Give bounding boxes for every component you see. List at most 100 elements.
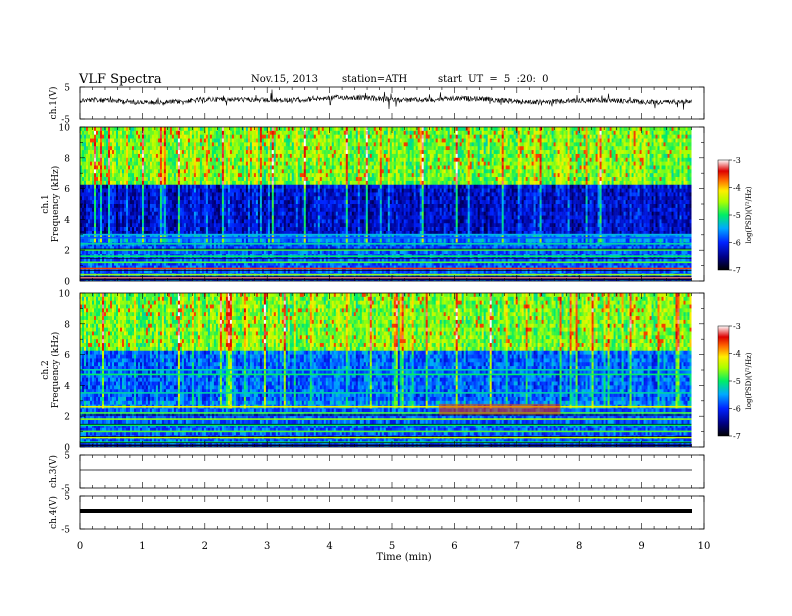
spectrogram-cell <box>140 180 143 186</box>
spectrogram-cell <box>409 153 412 159</box>
spectrogram-cell <box>487 142 490 147</box>
spectrogram-cell <box>457 157 460 162</box>
spectrogram-cell <box>90 184 93 189</box>
spectrogram-cell <box>599 138 602 143</box>
spectrogram-cell <box>341 157 345 162</box>
spectrogram-cell <box>663 173 666 178</box>
spectrogram-cell <box>251 127 255 132</box>
spectrogram-cell <box>539 157 542 162</box>
spectrogram-cell <box>114 180 117 186</box>
spectrogram-cell <box>495 138 498 143</box>
spectrogram-cell <box>185 153 189 159</box>
spectrogram-cell <box>201 173 205 178</box>
spectrogram-cell <box>134 173 137 178</box>
spectrogram-cell <box>651 142 654 147</box>
spectrogram-cell <box>589 127 592 132</box>
spectrogram-cell <box>565 177 568 182</box>
spectrogram-cell <box>611 142 614 147</box>
spectrogram-cell <box>90 157 93 162</box>
spectrogram-cell <box>120 146 123 151</box>
spectrogram-cell <box>281 169 285 174</box>
spectrogram-cell <box>171 153 175 159</box>
spectrogram-cell <box>489 127 492 132</box>
spectrogram-cell <box>653 161 656 166</box>
spectrogram-cell <box>169 188 173 193</box>
spectrogram-cell <box>677 127 680 132</box>
spectrogram-cell <box>96 150 99 155</box>
spectrogram-cell <box>241 180 245 186</box>
spectrogram-cell <box>209 127 213 132</box>
spectrogram-cell <box>110 173 113 178</box>
spectrogram-cell <box>407 153 410 159</box>
spectrogram-cell <box>575 153 578 159</box>
spectrogram-cell <box>106 177 109 182</box>
spectrogram-cell <box>557 169 560 174</box>
spectrogram-cell <box>163 184 167 189</box>
spectrogram-cell <box>203 161 207 166</box>
spectrogram-cell <box>311 173 315 178</box>
spectrogram-cell <box>347 157 351 162</box>
spectrogram-cell <box>173 127 177 132</box>
spectrogram-cell <box>567 173 570 178</box>
spectrogram-cell <box>537 142 540 147</box>
spectrogram-cell <box>291 157 295 162</box>
spectrogram-cell <box>609 142 612 147</box>
spectrogram-cell <box>385 169 389 174</box>
spectrogram-cell <box>505 173 508 178</box>
spectrogram-cell <box>473 130 476 135</box>
spectrogram-cell <box>377 138 381 143</box>
spectrogram-cell <box>571 127 574 132</box>
spectrogram-cell <box>257 161 261 166</box>
spectrogram-cell <box>321 161 325 166</box>
spectrogram-cell <box>613 180 616 186</box>
spectrogram-cell <box>181 165 185 170</box>
spectrogram-cell <box>307 180 311 186</box>
spectrogram-cell <box>467 177 470 182</box>
spectrogram-cell <box>217 134 221 139</box>
spectrogram-cell <box>597 146 600 151</box>
spectrogram-cell <box>409 165 412 170</box>
spectrogram-cell <box>291 173 295 178</box>
spectrogram-cell <box>161 177 165 182</box>
spectrogram-cell <box>263 138 267 143</box>
spectrogram-cell <box>649 161 652 166</box>
spectrogram-cell <box>313 130 317 135</box>
spectrogram-cell <box>193 134 197 139</box>
spectrogram-cell <box>92 188 95 193</box>
spectrogram-cell <box>599 169 602 174</box>
spectrogram-cell <box>481 184 484 189</box>
spectrogram-cell <box>617 157 620 162</box>
spectrogram-cell <box>609 153 612 159</box>
spectrogram-cell <box>637 130 640 135</box>
spectrogram-cell <box>293 138 297 143</box>
spectrogram-cell <box>677 173 680 178</box>
spectrogram-cell <box>381 142 385 147</box>
spectrogram-cell <box>643 169 646 174</box>
spectrogram-cell <box>415 161 418 166</box>
spectrogram-cell <box>403 165 406 170</box>
spectrogram-cell <box>213 127 217 132</box>
spectrogram-cell <box>243 173 247 178</box>
spectrogram-cell <box>455 150 458 155</box>
spectrogram-cell <box>233 142 237 147</box>
spectrogram-cell <box>463 150 466 155</box>
spectrogram-cell <box>90 138 93 143</box>
spectrogram-cell <box>497 150 500 155</box>
spectrogram-cell <box>287 150 291 155</box>
spectrogram-cell <box>303 157 307 162</box>
spectrogram-cell <box>169 130 173 135</box>
spectrogram-cell <box>315 138 319 143</box>
spectrogram-cell <box>237 161 241 166</box>
spectrogram-cell <box>233 173 237 178</box>
spectrogram-cell <box>311 161 315 166</box>
spectrogram-cell <box>437 134 440 139</box>
spectrogram-cell <box>277 169 281 174</box>
spectrogram-cell <box>573 138 576 143</box>
spectrogram-cell <box>221 184 225 189</box>
spectrogram-cell <box>579 177 582 182</box>
spectrogram-cell <box>445 142 448 147</box>
spectrogram-cell <box>477 177 480 182</box>
spectrogram-cell <box>645 142 648 147</box>
spectrogram-cell <box>631 134 634 139</box>
spectrogram-cell <box>633 184 636 189</box>
